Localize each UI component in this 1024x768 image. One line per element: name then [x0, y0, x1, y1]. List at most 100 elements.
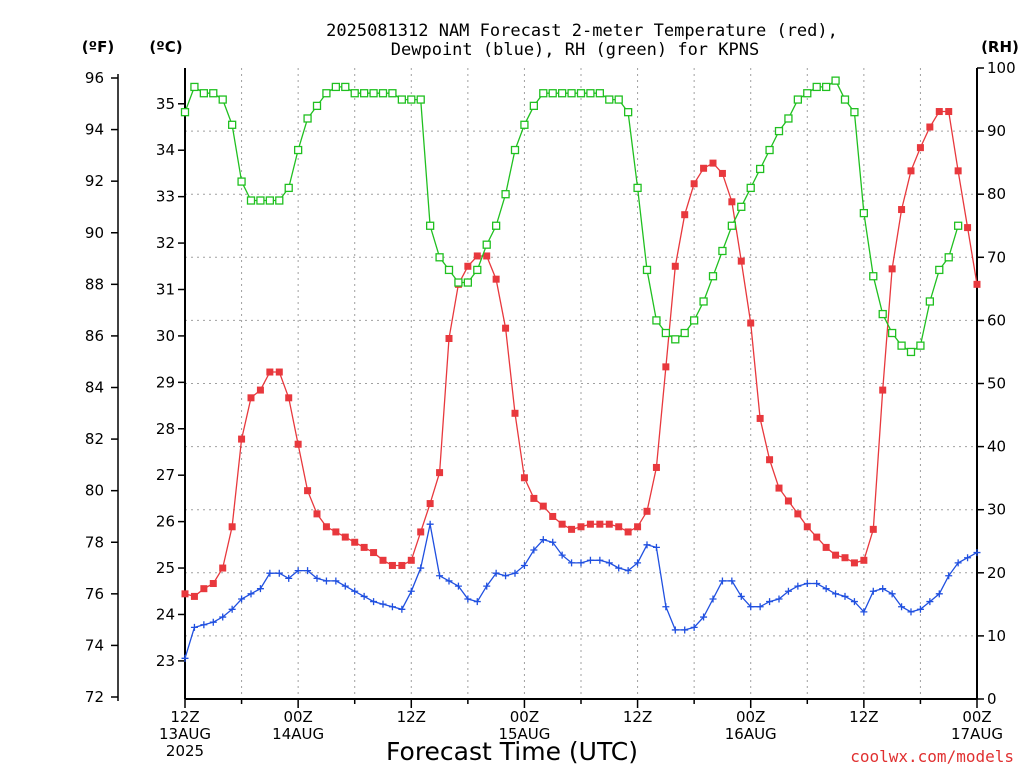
x-tick-label: 00Z	[962, 708, 991, 726]
rh-point	[944, 253, 953, 262]
dewpoint-point	[728, 577, 736, 585]
temperature-point	[803, 523, 811, 531]
rh-point	[369, 89, 378, 98]
fahrenheit-tick-label: 88	[85, 275, 104, 293]
rh-point	[246, 196, 256, 205]
rh-point	[520, 120, 529, 129]
rh-point	[548, 89, 557, 98]
dewpoint-point	[454, 582, 462, 590]
dewpoint-point	[388, 603, 396, 611]
dewpoint-point	[888, 590, 896, 598]
temperature-point	[577, 523, 585, 531]
dewpoint-point	[737, 592, 745, 600]
temperature-point	[398, 561, 406, 569]
rh-point	[491, 221, 501, 230]
rh-point	[887, 328, 897, 338]
fahrenheit-tick-label: 90	[85, 224, 104, 242]
rh-point	[463, 278, 473, 287]
x-axis-label: Forecast Time (UTC)	[386, 737, 638, 766]
dewpoint-point	[294, 567, 302, 575]
temperature-point	[275, 368, 283, 376]
temperature-point	[586, 520, 594, 528]
temperature-point	[341, 533, 349, 541]
celsius-tick-label: 29	[156, 373, 175, 391]
rh-tick-label: 30	[987, 501, 1006, 519]
temperature-point	[935, 108, 943, 116]
temperature-point	[615, 523, 623, 531]
dewpoint-series	[181, 520, 981, 662]
celsius-tick-label: 25	[156, 559, 175, 577]
temperature-point	[775, 484, 783, 492]
temperature-point	[464, 262, 472, 270]
temperature-point	[737, 257, 745, 265]
celsius-tick-label: 26	[156, 513, 175, 531]
dewpoint-point	[577, 559, 585, 567]
fahrenheit-tick-label: 74	[85, 636, 104, 654]
temperature-point	[700, 164, 708, 172]
rh-point	[661, 328, 671, 338]
rh-point	[737, 202, 746, 211]
rh-point	[397, 95, 407, 104]
dewpoint-point	[832, 590, 840, 598]
temperature-point	[520, 474, 528, 482]
rh-point	[482, 240, 491, 249]
dewpoint-point	[549, 538, 557, 546]
temperature-point	[718, 169, 726, 177]
temperature-point	[370, 549, 378, 557]
fahrenheit-tick-label: 96	[85, 69, 104, 87]
celsius-tick-label: 35	[156, 95, 175, 113]
rh-point	[859, 208, 869, 218]
temperature-point	[238, 435, 246, 443]
temperature-point	[568, 525, 576, 533]
dewpoint-point	[209, 618, 217, 626]
dewpoint-point	[492, 569, 500, 577]
rh-tick-label: 80	[987, 185, 1006, 203]
rh-point	[237, 177, 246, 186]
dewpoint-point	[643, 541, 651, 549]
x-tick-label: 14AUG	[272, 725, 324, 743]
rh-unit-label: (RH)	[981, 38, 1019, 56]
dewpoint-point	[605, 559, 613, 567]
rh-point	[303, 114, 312, 123]
dewpoint-point	[436, 572, 444, 580]
rh-point	[925, 297, 935, 306]
dewpoint-point	[662, 603, 670, 611]
dewpoint-point	[879, 585, 887, 593]
celsius-unit-label: (ºC)	[149, 38, 182, 56]
rh-point	[190, 82, 199, 92]
rh-point	[576, 89, 586, 98]
rh-point	[407, 95, 416, 104]
x-tick-label: 16AUG	[725, 725, 777, 743]
temperature-point	[388, 561, 396, 569]
rh-point	[501, 190, 510, 199]
rh-point	[652, 316, 661, 325]
temperature-point	[407, 556, 415, 564]
dewpoint-point	[464, 595, 472, 603]
dewpoint-point	[558, 551, 566, 559]
temperature-point	[304, 487, 312, 495]
rh-point	[953, 221, 963, 230]
rh-point	[935, 265, 944, 275]
rh-point	[435, 253, 444, 262]
dewpoint-point	[530, 546, 538, 554]
temperature-point	[417, 528, 425, 536]
x-tick-label: 00Z	[736, 708, 765, 726]
temperature-point	[502, 324, 510, 332]
rh-point	[689, 316, 699, 325]
temperature-point	[351, 538, 359, 546]
dewpoint-point	[935, 590, 943, 598]
fahrenheit-tick-label: 72	[85, 688, 104, 706]
temperature-point	[898, 206, 906, 214]
temperature-point	[860, 556, 868, 564]
temperature-point	[652, 463, 660, 471]
rh-point	[623, 108, 633, 117]
rh-point	[831, 76, 840, 85]
dewpoint-point	[256, 585, 264, 593]
rh-line	[184, 79, 959, 353]
rh-point	[812, 82, 821, 92]
dewpoint-point	[964, 554, 972, 562]
dewpoint-point	[718, 577, 726, 585]
dewpoint-point	[539, 536, 547, 544]
rh-point	[378, 89, 388, 98]
dewpoint-point	[520, 561, 528, 569]
